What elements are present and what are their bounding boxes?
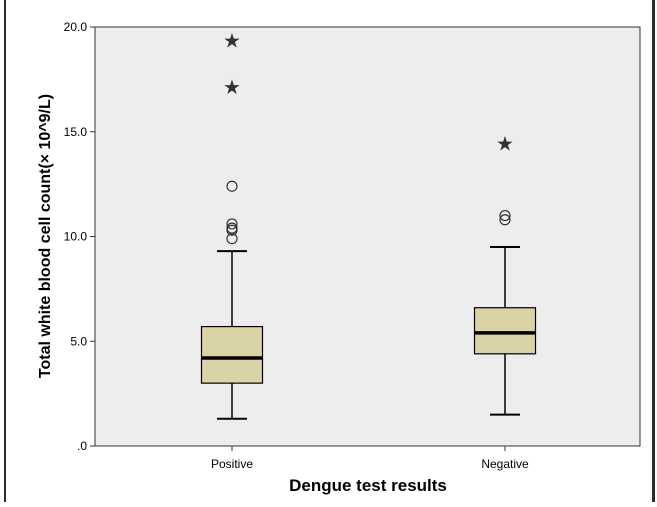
y-tick-label: 15.0: [64, 125, 88, 139]
y-axis: .0 5.0 10.0 15.0 20.0: [64, 20, 95, 453]
y-axis-label: Total white blood cell count(× 10^9/L): [37, 94, 54, 378]
x-axis-label: Dengue test results: [289, 476, 447, 495]
extreme-point: ★: [223, 77, 241, 99]
box-group-negative: ★: [473, 133, 537, 416]
y-tick-label: 10.0: [64, 230, 88, 244]
outlier-point: [226, 218, 238, 230]
x-tick-label: Negative: [481, 457, 529, 471]
y-tick-label: .0: [77, 439, 87, 453]
frame-right-border: [652, 0, 655, 502]
x-axis: Positive Negative: [211, 446, 529, 471]
extreme-point: ★: [223, 31, 241, 53]
outlier-point: [499, 209, 511, 222]
outlier-point: [499, 214, 511, 226]
extreme-point: ★: [496, 133, 514, 155]
boxes-layer: ★★★: [200, 31, 537, 420]
iqr-box: [473, 307, 537, 355]
outlier-point: [226, 180, 238, 192]
y-tick-label: 5.0: [70, 334, 87, 348]
box-group-positive: ★★: [200, 31, 264, 420]
x-tick-label: Positive: [211, 457, 253, 471]
y-tick-label: 20.0: [64, 20, 88, 34]
frame-left-border: [4, 0, 6, 502]
outlier-point: [226, 222, 238, 234]
plot-area: [94, 26, 641, 447]
iqr-box: [200, 325, 264, 384]
